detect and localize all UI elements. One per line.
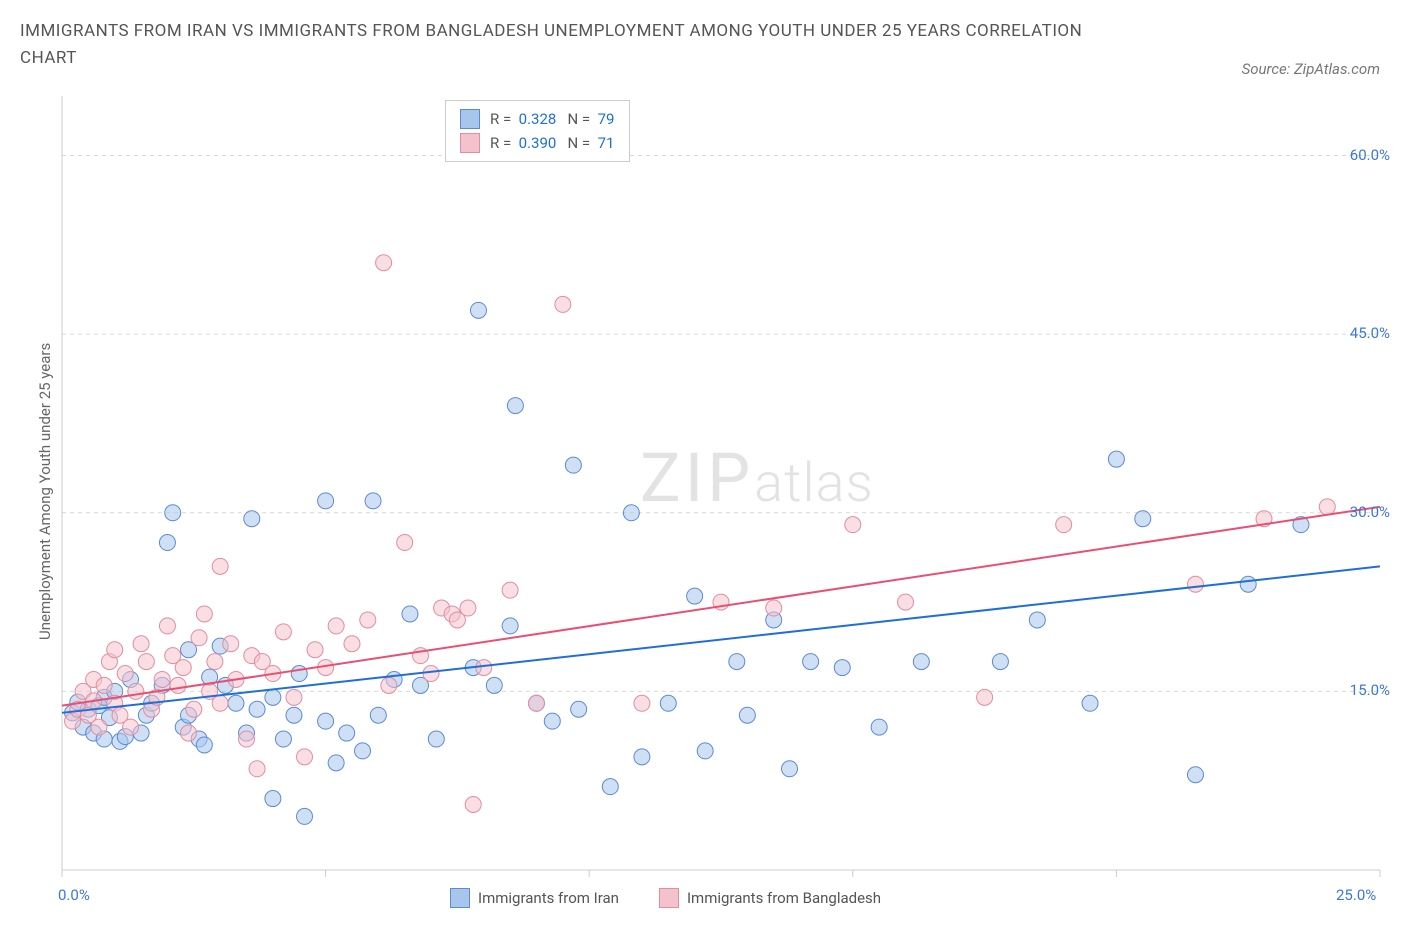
- y-tick-label: 30.0%: [1330, 503, 1390, 521]
- series-legend-item: Immigrants from Bangladesh: [659, 888, 881, 908]
- series-legend: Immigrants from Iran Immigrants from Bang…: [450, 888, 881, 908]
- y-axis-label: Unemployment Among Youth under 25 years: [36, 343, 54, 640]
- series-legend-item: Immigrants from Iran: [450, 888, 619, 908]
- legend-swatch: [460, 133, 480, 153]
- stats-legend-row: R = 0.390 N = 71: [460, 131, 615, 155]
- x-tick-label: 0.0%: [58, 886, 90, 904]
- x-tick-label: 25.0%: [1336, 886, 1376, 904]
- y-tick-label: 15.0%: [1330, 681, 1390, 699]
- series-legend-label: Immigrants from Iran: [478, 889, 619, 907]
- legend-swatch: [659, 888, 679, 908]
- scatter-plot: [0, 0, 1406, 930]
- stats-text: R = 0.328 N = 79: [490, 107, 615, 131]
- stats-text: R = 0.390 N = 71: [490, 131, 615, 155]
- series-legend-label: Immigrants from Bangladesh: [687, 889, 881, 907]
- stats-legend-row: R = 0.328 N = 79: [460, 107, 615, 131]
- legend-swatch: [460, 109, 480, 129]
- legend-swatch: [450, 888, 470, 908]
- y-tick-label: 45.0%: [1330, 324, 1390, 342]
- stats-legend: R = 0.328 N = 79R = 0.390 N = 71: [445, 100, 630, 162]
- y-tick-label: 60.0%: [1330, 146, 1390, 164]
